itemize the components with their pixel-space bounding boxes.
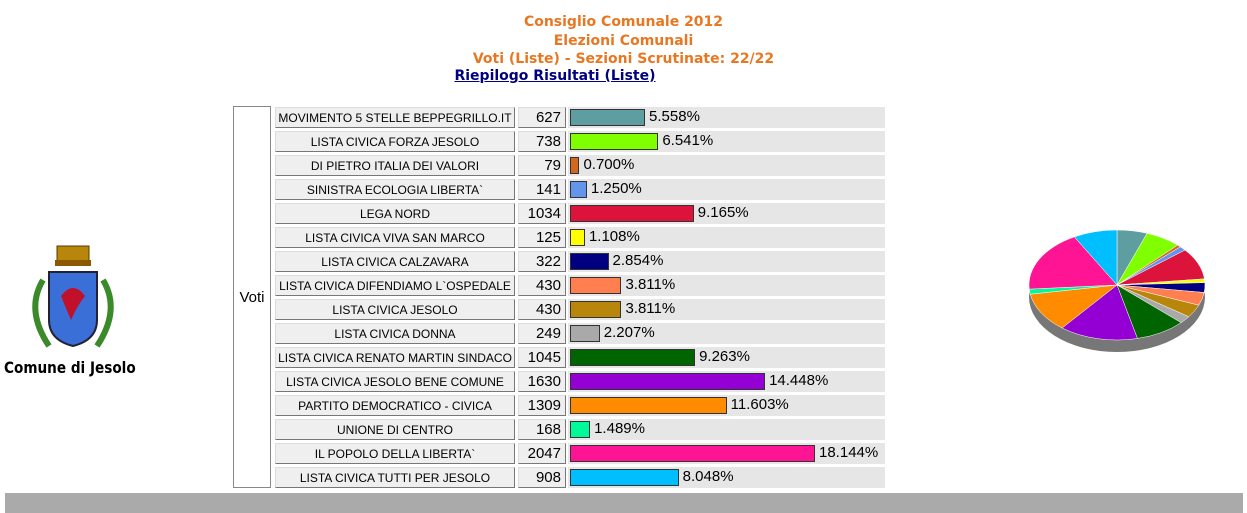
vote-count: 1309 [518,395,566,416]
vote-count: 430 [518,299,566,320]
vote-count: 908 [518,467,566,488]
bar-track: 9.263% [568,347,885,368]
percent-label: 3.811% [625,276,676,293]
percent-label: 8.048% [682,468,734,485]
bar [570,325,600,342]
percent-label: 5.558% [649,108,700,125]
vote-count: 322 [518,251,566,272]
bar-track: 6.541% [568,131,885,152]
party-name: SINISTRA ECOLOGIA LIBERTA` [275,179,515,200]
bar [570,205,694,222]
bar [570,157,580,174]
bar [570,301,622,318]
party-name: LISTA CIVICA VIVA SAN MARCO [275,227,515,248]
party-name: LISTA CIVICA DIFENDIAMO L`OSPEDALE [275,275,515,296]
vote-count: 738 [518,131,566,152]
bar-track: 1.489% [568,419,885,440]
emblem [61,288,85,320]
percent-label: 9.263% [699,348,750,365]
vote-count: 125 [518,227,566,248]
status: Voti (Liste) - Sezioni Scrutinate: 22/22 [472,51,775,67]
pie-chart [1028,229,1206,352]
party-name: UNIONE DI CENTRO [275,419,515,440]
vote-count: 627 [518,107,566,128]
party-name: MOVIMENTO 5 STELLE BEPPEGRILLO.IT [275,107,515,128]
party-name: LISTA CIVICA JESOLO BENE COMUNE [275,371,515,392]
pie-slice [1061,284,1138,341]
party-name: PARTITO DEMOCRATICO - CIVICA [275,395,515,416]
bar [570,349,696,366]
bar-track: 0.700% [568,155,885,176]
row-header: Voti [233,106,271,488]
pie-slice [1073,229,1118,286]
bar-track: 1.250% [568,179,885,200]
percent-label: 11.603% [730,396,789,413]
bar-track: 11.603% [568,395,885,416]
party-name: LISTA CIVICA RENATO MARTIN SINDACO [275,347,515,368]
percent-label: 2.854% [612,252,664,269]
branch-right [94,278,114,348]
vote-count: 168 [518,419,566,440]
party-name: IL POPOLO DELLA LIBERTA` [275,443,515,464]
crown-base [55,260,91,266]
bar-track: 9.165% [568,203,885,224]
pie-slice [1028,236,1118,290]
logo-label: Comune di Jesolo [4,358,136,377]
logo [32,245,114,348]
pie-slice [1029,284,1118,329]
summary-link[interactable]: Riepilogo Risultati (Liste) [454,68,656,84]
bar-track: 1.108% [568,227,885,248]
subtitle: Elezioni Comunali [553,33,694,49]
vote-count: 79 [518,155,566,176]
vote-count: 249 [518,323,566,344]
party-name: LISTA CIVICA DONNA [275,323,515,344]
bar-track: 3.811% [568,275,885,296]
bar [570,253,609,270]
percent-label: 1.250% [590,180,642,197]
bar-track: 18.144% [568,443,885,464]
party-name: LISTA CIVICA FORZA JESOLO [275,131,515,152]
vote-count: 141 [518,179,566,200]
bar [570,181,587,198]
bar-track: 14.448% [568,371,885,392]
bar-track: 2.207% [568,323,885,344]
bar [570,109,646,126]
bar [570,397,727,414]
percent-label: 6.541% [662,132,714,149]
percent-label: 0.700% [583,156,635,173]
bar [570,421,591,438]
party-name: LISTA CIVICA TUTTI PER JESOLO [275,467,515,488]
bar-track: 2.854% [568,251,885,272]
vote-count: 2047 [518,443,566,464]
percent-label: 3.811% [625,300,676,317]
vote-count: 1630 [518,371,566,392]
party-name: LEGA NORD [275,203,515,224]
party-name: DI PIETRO ITALIA DEI VALORI [275,155,515,176]
vote-count: 1034 [518,203,566,224]
bar [570,133,659,150]
branch-left [32,278,52,348]
bar [570,373,766,390]
percent-label: 18.144% [819,444,879,461]
vote-count: 1045 [518,347,566,368]
percent-label: 9.165% [697,204,749,221]
bar [570,469,679,486]
bar-track: 8.048% [568,467,885,488]
bar-track: 5.558% [568,107,885,128]
bar [570,277,622,294]
party-name: LISTA CIVICA JESOLO [275,299,515,320]
bar [570,229,585,246]
party-name: LISTA CIVICA CALZAVARA [275,251,515,272]
percent-label: 1.108% [588,228,640,245]
vote-count: 430 [518,275,566,296]
title: Consiglio Comunale 2012 [523,14,724,30]
percent-label: 2.207% [603,324,655,341]
percent-label: 14.448% [769,372,829,389]
bar [570,445,815,462]
bar-track: 3.811% [568,299,885,320]
percent-label: 1.489% [594,420,645,437]
footer-bar [5,493,1243,513]
